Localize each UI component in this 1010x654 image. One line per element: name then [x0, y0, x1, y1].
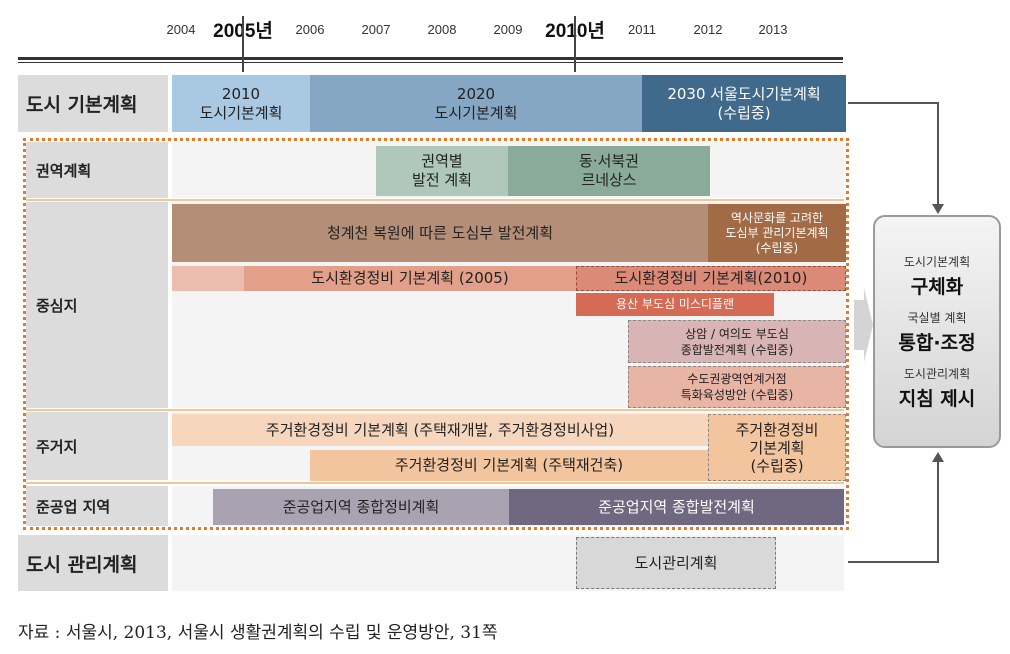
bar-text: 특화육성방안 (수립중): [680, 388, 794, 402]
year-label: 2013: [758, 22, 788, 37]
bar-residential-redevelopment: 주거환경정비 기본계획 (주택재개발, 주거환경정비사업): [172, 414, 708, 446]
bar-basic-plan-2020: 2020 도시기본계획: [310, 75, 642, 132]
bar-text: 수도권광역연계거점: [687, 372, 787, 386]
outcome-label: 도시관리계획: [903, 366, 971, 381]
bar-text: 종합발전계획 (수립중): [680, 342, 794, 357]
row-label-residential: 주거지: [26, 412, 168, 480]
row-divider: [26, 482, 844, 484]
bar-industrial-maintenance: 준공업지역 종합정비계획: [213, 489, 509, 525]
row-label-industrial: 준공업 지역: [26, 486, 168, 526]
bar-residential-new: 주거환경정비 기본계획 (수립중): [708, 414, 846, 481]
bar-text: 2020: [456, 84, 496, 103]
year-label: 2008: [427, 22, 457, 37]
bar-text: 도시기본계획: [199, 103, 283, 122]
source-caption: 자료 : 서울시, 2013, 서울시 생활권계획의 수립 및 운영방안, 31…: [18, 623, 498, 643]
bar-env-2010: 도시환경정비 기본계획(2010): [576, 266, 846, 291]
bar-text: (수립중): [717, 103, 771, 122]
bar-basic-plan-2030: 2030 서울도시기본계획 (수립중): [642, 75, 846, 132]
bar-yongsan: 용산 부도심 미스디플랜: [576, 293, 774, 316]
row-label-center: 중심지: [26, 202, 168, 408]
bar-history-culture: 역사문화를 고려한 도심부 관리기본계획 (수립중): [708, 204, 846, 262]
bar-text: 상암 / 여의도 부도심: [685, 326, 789, 341]
bar-text: 도시기본계획: [434, 103, 518, 122]
year-label: 2006: [295, 22, 325, 37]
bar-text: 2010: [221, 84, 261, 103]
bar-env-2005: 도시환경정비 기본계획 (2005): [244, 266, 576, 291]
bar-sangam-yeouido: 상암 / 여의도 부도심 종합발전계획 (수립중): [628, 320, 846, 363]
row-label-basic-plan: 도시 기본계획: [18, 75, 168, 132]
bar-cheonggyecheon: 청계천 복원에 따른 도심부 발전계획: [172, 204, 708, 262]
sub-plan-group-frame: [23, 138, 849, 530]
outcome-heading: 지침 제시: [898, 387, 976, 410]
bar-text: (수립중): [755, 240, 799, 255]
bar-text: 발전 계획: [412, 171, 472, 189]
bar-residential-reconstruction: 주거환경정비 기본계획 (주택재건축): [310, 450, 708, 481]
year-label: 2011: [628, 22, 656, 37]
outcome-label: 국실별 계획: [907, 310, 967, 325]
bar-text: 동·서북권: [579, 152, 639, 170]
bar-industrial-development: 준공업지역 종합발전계획: [509, 489, 844, 525]
timeline-rule: [18, 57, 843, 60]
connector-arrows: [848, 102, 944, 563]
year-label: 2004: [166, 22, 196, 37]
row-divider: [26, 409, 844, 411]
bar-text: 2030 서울도시기본계획: [667, 84, 821, 103]
outcome-heading: 통합·조정: [898, 331, 976, 354]
row-label-regional: 권역계획: [26, 142, 168, 198]
year-label: 2007: [361, 22, 391, 37]
bar-text: (수립중): [750, 456, 804, 475]
bar-urban-management: 도시관리계획: [576, 537, 776, 589]
outcome-heading: 구체화: [910, 275, 964, 298]
bar-basic-plan-2010: 2010 도시기본계획: [172, 75, 310, 132]
year-label: 2009: [493, 22, 523, 37]
timeline-tick: [242, 16, 244, 72]
bar-env-early: [172, 266, 244, 291]
row-divider: [26, 199, 844, 201]
outcome-label: 도시기본계획: [903, 254, 971, 269]
bar-text: 주거환경정비: [735, 420, 819, 439]
bar-text: 역사문화를 고려한: [730, 210, 824, 225]
bar-text: 도심부 관리기본계획: [725, 225, 829, 240]
bar-regional-development: 권역별 발전 계획: [376, 146, 508, 196]
bar-text: 권역별: [421, 152, 463, 170]
row-label-management: 도시 관리계획: [18, 535, 168, 591]
timeline-tick: [574, 16, 576, 72]
outcome-box: 도시기본계획 구체화 국실별 계획 통합·조정 도시관리계획 지침 제시: [873, 215, 1001, 448]
year-label: 2012: [693, 22, 723, 37]
timeline-rule: [18, 62, 843, 63]
bar-text: 르네상스: [581, 171, 637, 189]
bar-text: 기본계획: [749, 438, 805, 457]
bar-dongseobuk-renaissance: 동·서북권 르네상스: [508, 146, 710, 196]
